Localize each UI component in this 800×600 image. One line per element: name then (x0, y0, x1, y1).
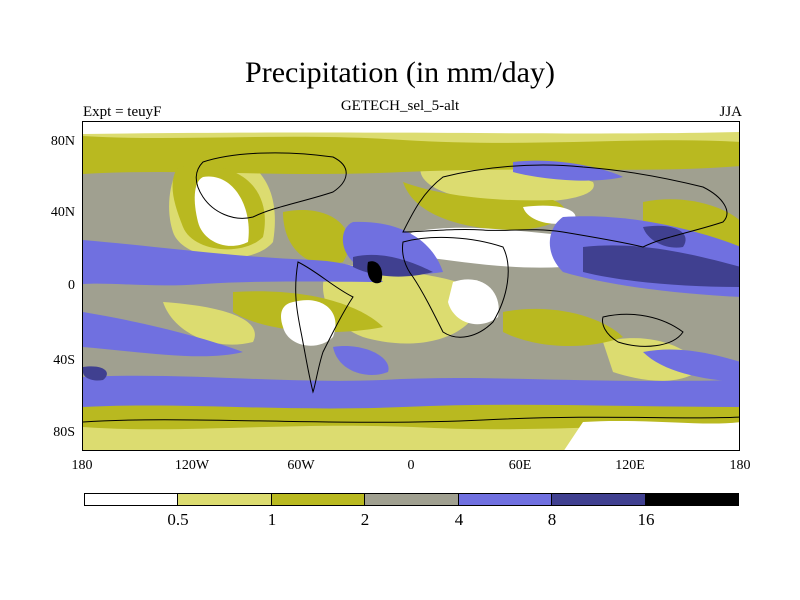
lon-label-0: 0 (407, 458, 415, 473)
lon-label-180e: 180 (729, 458, 751, 473)
coastlines (83, 152, 739, 423)
lat-label-40s: 40S (53, 353, 75, 368)
colorbar-label-16: 16 (637, 510, 655, 529)
colorbar-swatch-6 (645, 494, 738, 505)
colorbar-label-8: 8 (547, 510, 557, 529)
colorbar (84, 493, 739, 506)
precip-band-8-16 (83, 225, 739, 381)
precip-field-svg (83, 122, 739, 450)
lat-label-eq: 0 (68, 278, 75, 293)
lat-label-40n: 40N (50, 205, 75, 220)
precip-band-above-16 (367, 261, 383, 284)
lon-label-180w: 180 (71, 458, 93, 473)
colorbar-label-2: 2 (360, 510, 370, 529)
colorbar-swatch-2 (271, 494, 366, 505)
lon-label-60w: 60W (287, 458, 315, 473)
colorbar-swatch-4 (458, 494, 553, 505)
colorbar-swatch-3 (365, 494, 459, 505)
lat-label-80n: 80N (50, 134, 75, 149)
map-title: Precipitation (in mm/day) (245, 56, 555, 89)
colorbar-label-1: 1 (267, 510, 277, 529)
colorbar-swatch-0 (85, 494, 179, 505)
precipitation-map (82, 121, 740, 451)
lon-label-120e: 120E (615, 458, 645, 473)
colorbar-swatch-5 (552, 494, 646, 505)
colorbar-label-0-5: 0.5 (167, 510, 189, 529)
map-subtitle: GETECH_sel_5-alt (340, 98, 460, 114)
season-label: JJA (719, 104, 742, 120)
lat-label-80s: 80S (53, 425, 75, 440)
lon-label-120w: 120W (174, 458, 210, 473)
experiment-label: Expt = teuyF (83, 104, 162, 120)
colorbar-label-4: 4 (454, 510, 464, 529)
colorbar-swatch-1 (178, 494, 272, 505)
lon-label-60e: 60E (508, 458, 532, 473)
